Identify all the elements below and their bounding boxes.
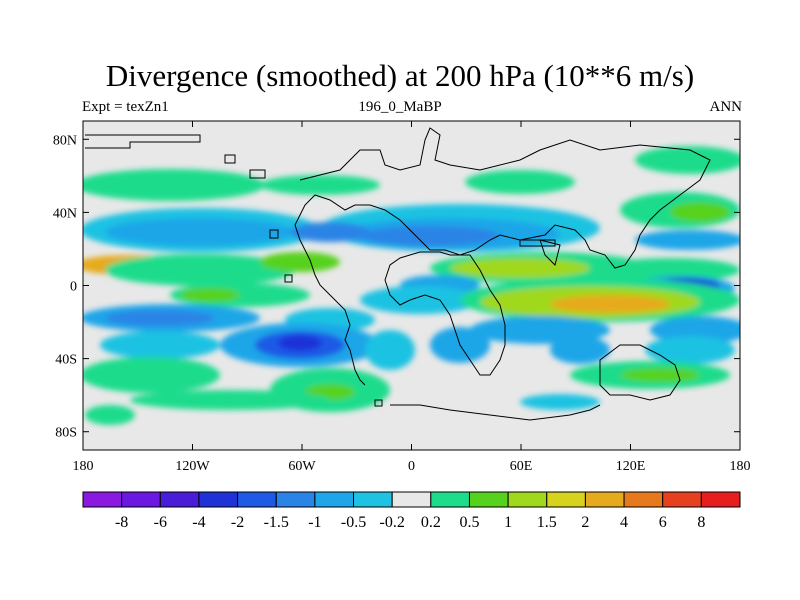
colorbar-label: 8 (697, 514, 705, 531)
colorbar-swatch (584, 491, 625, 508)
colorbar-swatch (546, 491, 586, 508)
colorbar-label: -4 (192, 514, 205, 531)
colorbar-swatch (314, 491, 355, 508)
lon-tick-label: 120E (616, 459, 646, 474)
lon-tick-label: 180 (73, 459, 94, 474)
colorbar-swatch (198, 491, 239, 508)
period-label: 196_0_MaBP (358, 99, 442, 115)
colorbar-label: 1.5 (537, 514, 557, 531)
colorbar-label: 1 (504, 514, 512, 531)
lon-tick-label: 180 (730, 459, 751, 474)
latitude-axis: 80N 40N 0 40S 80S (53, 133, 740, 441)
lat-tick-label: 80N (53, 133, 77, 148)
colorbar-label: -0.5 (341, 514, 366, 531)
colorbar-swatch (121, 491, 161, 508)
colorbar: -8 -6 -4 -2 -1.5 -1 -0.5 -0.2 0.2 0.5 1 1.5 2 4 6 8 (82, 491, 741, 531)
colorbar-label: -1.5 (264, 514, 289, 531)
colorbar-label: -2 (231, 514, 244, 531)
colorbar-label: -6 (154, 514, 167, 531)
colorbar-label: 4 (620, 514, 628, 531)
colorbar-swatch (391, 491, 432, 508)
colorbar-swatch (430, 491, 470, 508)
colorbar-label: 6 (659, 514, 667, 531)
experiment-label: Expt = texZn1 (82, 99, 169, 115)
colorbar-swatch (275, 491, 316, 508)
season-label: ANN (709, 99, 743, 115)
colorbar-swatch (353, 491, 393, 508)
colorbar-swatch (700, 491, 741, 508)
lon-tick-label: 60E (510, 459, 533, 474)
colorbar-swatch (159, 491, 200, 508)
map-title: Divergence (smoothed) at 200 hPa (10**6 … (105, 58, 695, 93)
divergence-field (83, 121, 740, 450)
colorbar-label: -1 (308, 514, 321, 531)
lon-tick-label: 0 (408, 459, 415, 474)
lat-tick-label: 80S (55, 426, 77, 441)
colorbar-label: 2 (581, 514, 589, 531)
continent-outlines (85, 127, 711, 421)
lat-tick-label: 40N (53, 206, 77, 221)
colorbar-swatch (82, 491, 123, 508)
longitude-axis: 180 120W 60W 0 60E 120E 180 (73, 121, 751, 474)
lon-tick-label: 60W (288, 459, 316, 474)
colorbar-label: 0.5 (459, 514, 479, 531)
colorbar-swatch (662, 491, 702, 508)
lat-tick-label: 0 (70, 280, 77, 295)
lat-tick-label: 40S (55, 353, 77, 368)
colorbar-label: -8 (115, 514, 128, 531)
lon-tick-label: 120W (175, 459, 210, 474)
colorbar-label: -0.2 (380, 514, 405, 531)
colorbar-swatch (507, 491, 548, 508)
colorbar-swatch (468, 491, 509, 508)
colorbar-swatch (623, 491, 664, 508)
colorbar-label: 0.2 (421, 514, 441, 531)
colorbar-swatch (237, 491, 277, 508)
